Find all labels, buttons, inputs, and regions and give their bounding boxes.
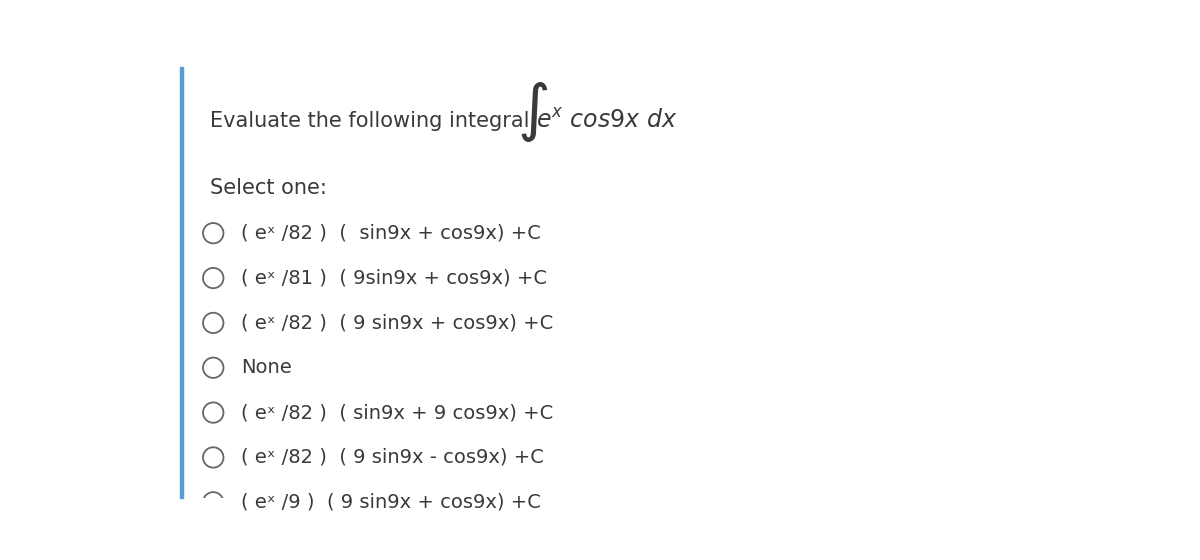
Text: ( eˣ /82 )  ( sin9x + 9 cos9x) +C: ( eˣ /82 ) ( sin9x + 9 cos9x) +C xyxy=(241,403,553,422)
Text: ( eˣ /82 )  (  sin9x + cos9x) +C: ( eˣ /82 ) ( sin9x + cos9x) +C xyxy=(241,223,541,242)
Text: Select one:: Select one: xyxy=(210,178,328,198)
Bar xyxy=(180,67,184,498)
Text: $\int$: $\int$ xyxy=(517,81,548,144)
Text: Evaluate the following integral: Evaluate the following integral xyxy=(210,111,530,131)
Text: $\mathit{e^x}$ $\mathbf{\mathit{cos9x\ dx}}$: $\mathit{e^x}$ $\mathbf{\mathit{cos9x\ d… xyxy=(536,109,677,133)
Text: None: None xyxy=(241,358,292,377)
Text: ( eˣ /9 )  ( 9 sin9x + cos9x) +C: ( eˣ /9 ) ( 9 sin9x + cos9x) +C xyxy=(241,493,541,512)
Text: ( eˣ /81 )  ( 9sin9x + cos9x) +C: ( eˣ /81 ) ( 9sin9x + cos9x) +C xyxy=(241,269,547,287)
Text: ( eˣ /82 )  ( 9 sin9x - cos9x) +C: ( eˣ /82 ) ( 9 sin9x - cos9x) +C xyxy=(241,448,544,467)
Text: ( eˣ /82 )  ( 9 sin9x + cos9x) +C: ( eˣ /82 ) ( 9 sin9x + cos9x) +C xyxy=(241,314,553,333)
